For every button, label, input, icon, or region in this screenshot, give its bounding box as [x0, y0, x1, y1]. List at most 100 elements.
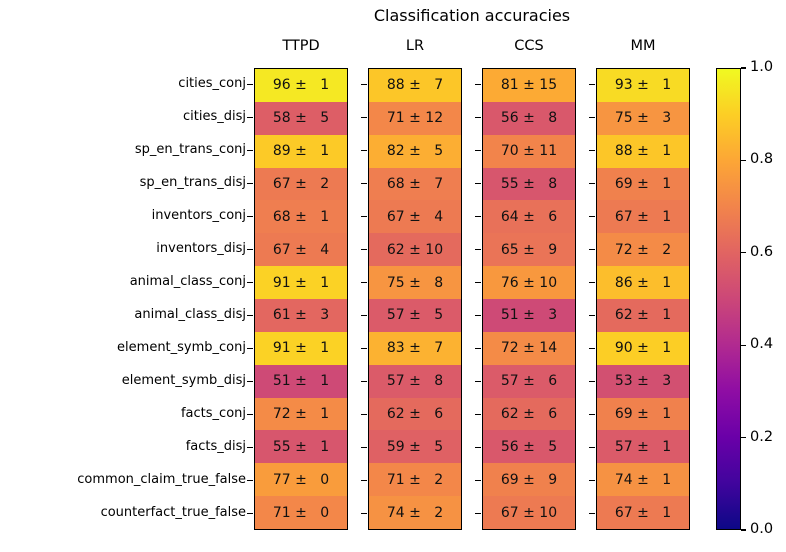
heatmap-cell-facts_conj-lr: 62 ± 6 [369, 397, 461, 431]
heatmap-cell-element_symb_conj-ccs: 72 ± 14 [483, 331, 575, 365]
y-tick-mark [361, 512, 367, 515]
heatmap-cell-inventors_conj-lr: 67 ± 4 [369, 200, 461, 234]
heatmap-cell-cities_disj-mm: 75 ± 3 [597, 101, 689, 135]
heatmap-cell-common_claim_true_false-ttpd: 77 ± 0 [255, 463, 347, 497]
col-header-ttpd: TTPD [282, 38, 320, 54]
y-tick-mark [589, 512, 595, 515]
heatmap-cell-sp_en_trans_conj-mm: 88 ± 1 [597, 134, 689, 168]
y-tick-mark [475, 314, 481, 317]
y-tick-mark [361, 314, 367, 317]
y-tick-mark [475, 215, 481, 218]
heatmap-cell-facts_disj-ccs: 56 ± 5 [483, 430, 575, 464]
heatmap-cell-sp_en_trans_conj-lr: 82 ± 5 [369, 134, 461, 168]
y-tick-mark [475, 413, 481, 416]
heatmap-cell-sp_en_trans_conj-ccs: 70 ± 11 [483, 134, 575, 168]
heatmap-cell-counterfact_true_false-lr: 74 ± 2 [369, 496, 461, 530]
heatmap-cell-inventors_conj-ttpd: 68 ± 1 [255, 200, 347, 234]
heatmap-cell-counterfact_true_false-ccs: 67 ± 10 [483, 496, 575, 530]
y-tick-mark [361, 347, 367, 350]
heatmap-cell-inventors_conj-mm: 67 ± 1 [597, 200, 689, 234]
colorbar-tick-mark [741, 159, 746, 162]
chart-title: Classification accuracies [373, 6, 571, 25]
heatmap-cell-sp_en_trans_conj-ttpd: 89 ± 1 [255, 134, 347, 168]
col-header-lr: LR [405, 38, 425, 54]
y-tick-mark [475, 281, 481, 284]
heatmap-cell-animal_class_conj-ttpd: 91 ± 1 [255, 266, 347, 300]
heatmap-cell-inventors_disj-ccs: 65 ± 9 [483, 233, 575, 267]
y-tick-mark [361, 479, 367, 482]
heatmap-cell-cities_disj-ttpd: 58 ± 5 [255, 101, 347, 135]
heatmap-cell-inventors_disj-lr: 62 ± 10 [369, 233, 461, 267]
y-tick-mark [361, 83, 367, 86]
heatmap-cell-facts_disj-lr: 59 ± 5 [369, 430, 461, 464]
heatmap-column-ccs: 81 ± 15 56 ± 8 70 ± 11 55 ± 8 64 ± 6 65 ± 9 76… [482, 68, 576, 530]
y-tick-mark [247, 380, 253, 383]
heatmap-cell-animal_class_disj-ccs: 51 ± 3 [483, 299, 575, 332]
heatmap-cell-animal_class_conj-ccs: 76 ± 10 [483, 266, 575, 300]
y-tick-mark [247, 479, 253, 482]
heatmap-cell-sp_en_trans_disj-ccs: 55 ± 8 [483, 167, 575, 201]
y-tick-mark [247, 512, 253, 515]
heatmap-cell-sp_en_trans_disj-lr: 68 ± 7 [369, 167, 461, 201]
y-tick-mark [589, 182, 595, 185]
y-tick-mark [247, 347, 253, 350]
y-tick-mark [475, 116, 481, 119]
y-tick-mark [589, 380, 595, 383]
colorbar-tick-mark [741, 436, 746, 439]
y-tick-mark [361, 149, 367, 152]
y-tick-mark [361, 281, 367, 284]
heatmap-column-ttpd: 96 ± 1 58 ± 5 89 ± 1 67 ± 2 68 ± 1 67 ± 4 91 ±… [254, 68, 348, 530]
y-tick-mark [589, 479, 595, 482]
heatmap-cell-cities_conj-lr: 88 ± 7 [369, 69, 461, 102]
heatmap-cell-common_claim_true_false-ccs: 69 ± 9 [483, 463, 575, 497]
y-tick-mark [361, 446, 367, 449]
y-tick-mark [475, 83, 481, 86]
colorbar-tick-label-0.4: 0.4 [750, 336, 774, 353]
y-tick-mark [589, 83, 595, 86]
row-label-sp_en_trans_conj: sp_en_trans_conj [134, 142, 246, 157]
y-tick-mark [361, 413, 367, 416]
colorbar-tick-mark [741, 344, 746, 346]
y-tick-mark [475, 347, 481, 350]
colorbar-tick-label-0.6: 0.6 [750, 243, 774, 260]
row-label-facts_conj: facts_conj [180, 406, 246, 421]
heatmap-cell-cities_disj-ccs: 56 ± 8 [483, 101, 575, 135]
y-tick-mark [475, 380, 481, 383]
heatmap-column-lr: 88 ± 7 71 ± 12 82 ± 5 68 ± 7 67 ± 4 62 ± 10 75… [368, 68, 462, 530]
colorbar-tick-mark [741, 529, 746, 531]
y-tick-mark [589, 347, 595, 350]
heatmap-cell-element_symb_disj-lr: 57 ± 8 [369, 364, 461, 398]
heatmap-cell-sp_en_trans_disj-mm: 69 ± 1 [597, 167, 689, 201]
heatmap-column-mm: 93 ± 1 75 ± 3 88 ± 1 69 ± 1 67 ± 1 72 ± 2 86 ±… [596, 68, 690, 530]
heatmap-cell-inventors_disj-mm: 72 ± 2 [597, 233, 689, 267]
y-tick-mark [475, 512, 481, 515]
colorbar-tick-label-0.8: 0.8 [750, 151, 774, 168]
y-tick-mark [589, 215, 595, 218]
colorbar-tick-label-1.0: 1.0 [750, 59, 774, 75]
row-label-sp_en_trans_disj: sp_en_trans_disj [139, 175, 246, 190]
heatmap-cell-element_symb_conj-mm: 90 ± 1 [597, 331, 689, 365]
y-tick-mark [247, 215, 253, 218]
heatmap-cell-counterfact_true_false-mm: 67 ± 1 [597, 496, 689, 530]
heatmap-cell-cities_disj-lr: 71 ± 12 [369, 101, 461, 135]
y-tick-mark [361, 380, 367, 383]
y-tick-mark [589, 116, 595, 119]
row-label-element_symb_disj: element_symb_disj [121, 373, 246, 388]
y-tick-mark [475, 248, 481, 251]
row-label-cities_conj: cities_conj [178, 76, 246, 91]
heatmap-cell-animal_class_disj-ttpd: 61 ± 3 [255, 299, 347, 332]
heatmap-cell-sp_en_trans_disj-ttpd: 67 ± 2 [255, 167, 347, 201]
heatmap-cell-element_symb_conj-lr: 83 ± 7 [369, 331, 461, 365]
row-label-animal_class_disj: animal_class_disj [134, 307, 246, 322]
y-tick-mark [247, 314, 253, 317]
row-label-counterfact_true_false: counterfact_true_false [100, 505, 246, 520]
row-label-element_symb_conj: element_symb_conj [117, 340, 246, 355]
colorbar-tick-label-0.0: 0.0 [750, 521, 774, 537]
y-tick-mark [247, 149, 253, 152]
heatmap-cell-cities_conj-mm: 93 ± 1 [597, 69, 689, 102]
colorbar-tick-mark [741, 67, 746, 69]
heatmap-cell-facts_conj-ttpd: 72 ± 1 [255, 397, 347, 431]
row-label-cities_disj: cities_disj [183, 109, 246, 124]
heatmap-cell-element_symb_disj-ttpd: 51 ± 1 [255, 364, 347, 398]
